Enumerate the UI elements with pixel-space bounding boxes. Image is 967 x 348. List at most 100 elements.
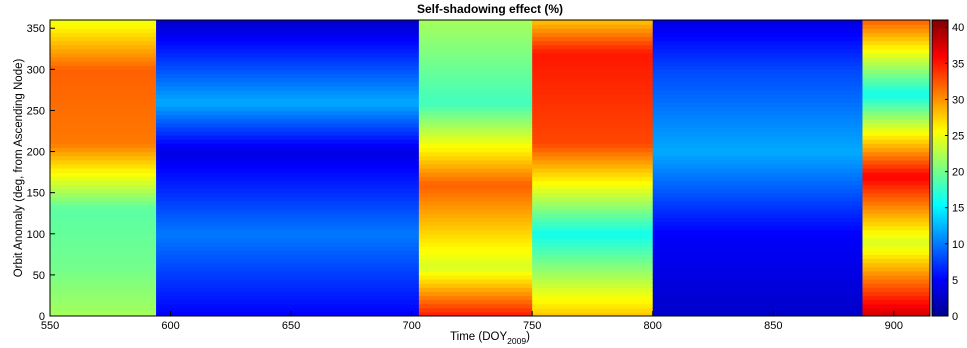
heatmap-cell [418,57,533,62]
heatmap-cell [862,48,930,54]
heatmap-cell [532,287,654,292]
heatmap-cell [156,295,420,301]
heatmap-cell [652,237,864,243]
heatmap-cell [532,98,654,103]
heatmap-cell [156,155,420,161]
heatmap-cell [862,196,930,202]
heatmap-cell [652,73,864,79]
heatmap-cell [652,61,864,66]
x-tick-label: 750 [523,320,541,332]
heatmap-cell [862,126,930,132]
heatmap-cell [652,24,864,29]
heatmap-cell [652,262,864,268]
heatmap-cell [532,184,654,190]
heatmap-cell [532,180,654,186]
heatmap-cell [156,36,420,42]
heatmap-cell [532,307,654,313]
heatmap-cell [156,159,420,165]
heatmap-cell [652,131,864,136]
heatmap-cell [652,135,864,140]
heatmap-cell [418,246,533,251]
heatmap-cell [652,143,864,149]
heatmap-cell [532,32,654,38]
heatmap-cell [156,291,420,297]
heatmap-cell [50,246,157,251]
heatmap-cell [50,118,157,124]
heatmap-cell [418,307,533,313]
heatmap-cell [156,135,420,140]
heatmap-cell [532,94,654,99]
heatmap-cell [862,307,930,313]
heatmap-cell [156,237,420,243]
heatmap-cell [50,254,157,260]
heatmap-cell [50,73,157,79]
heatmap-cell [652,81,864,87]
heatmap-cell [652,287,864,292]
heatmap-cell [652,200,864,206]
heatmap-cell [156,52,420,58]
heatmap-cell [652,163,864,169]
heatmap-cell [156,151,420,157]
heatmap-cell [532,188,654,194]
heatmap-cell [50,274,157,280]
heatmap-cell [418,258,533,264]
heatmap-cell [862,299,930,305]
heatmap-cell [418,254,533,260]
heatmap-cell [862,36,930,42]
heatmap-cell [418,283,533,288]
heatmap-cell [418,287,533,292]
heatmap-cell [532,143,654,149]
heatmap-cell [156,311,420,316]
heatmap-cell [532,221,654,227]
colorbar-tick-label: 10 [952,239,964,251]
heatmap-cell [418,106,533,112]
heatmap-cell [50,283,157,288]
heatmap-cell [862,24,930,29]
heatmap-cell [862,217,930,223]
heatmap-cell [50,188,157,194]
heatmap-cell [532,258,654,264]
heatmap-cell [50,180,157,186]
x-axis-ticks: 550 600 650 700 750 800 850 900 [41,311,903,332]
heatmap-cell [418,209,533,214]
heatmap-cell [156,85,420,91]
heatmap-cell [532,131,654,136]
heatmap-cell [156,89,420,95]
plot-area: 550 600 650 700 750 800 850 900 0 50 100 150 200 250… [27,19,931,332]
heatmap-cell [156,274,420,280]
heatmap-cell [532,135,654,140]
heatmap-cell [50,168,157,173]
heatmap-cell [50,229,157,235]
heatmap-cell [532,151,654,157]
heatmap-cell [50,237,157,243]
heatmap-cell [862,176,930,181]
heatmap-cell [532,126,654,132]
heatmap-cell [156,106,420,112]
heatmap-cell [532,89,654,95]
heatmap-cell [156,225,420,231]
heatmap-cell [532,85,654,91]
heatmap-cell [652,205,864,210]
heatmap-cell [156,102,420,107]
heatmap-cell [50,98,157,103]
heatmap-cell [50,24,157,29]
heatmap-cell [156,258,420,264]
heatmap-cell [418,180,533,186]
heatmap-cell [156,233,420,239]
x-axis-label-suffix: ) [526,331,530,343]
heatmap-cell [418,196,533,202]
heatmap-cell [862,200,930,206]
chart-title: Self-shadowing effect (%) [417,2,563,16]
heatmap-cell [862,44,930,50]
heatmap-cell [862,184,930,190]
heatmap-cell [652,110,864,116]
heatmap-cell [418,131,533,136]
heatmap-cell [652,114,864,120]
heatmap-cell [652,155,864,161]
heatmap-cell [652,147,864,153]
heatmap-cell [50,131,157,136]
heatmap-cell [156,196,420,202]
heatmap-cell [652,69,864,75]
heatmap-cell [50,126,157,132]
heatmap-cell [862,246,930,251]
